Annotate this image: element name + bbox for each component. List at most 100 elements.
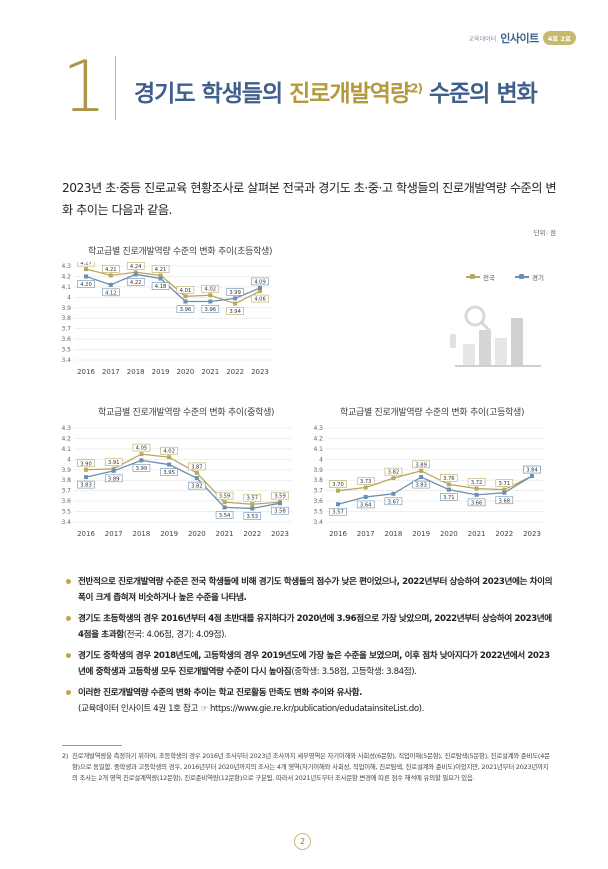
y-tick-label: 3.4 — [313, 519, 323, 526]
y-tick-label: 3.6 — [61, 498, 71, 505]
data-label-box — [176, 285, 195, 294]
y-tick-label: 3.7 — [313, 488, 323, 495]
data-label-box — [151, 282, 170, 290]
data-label-box — [160, 468, 178, 476]
title-post: 수준의 변화 — [421, 81, 538, 107]
data-point — [233, 301, 238, 306]
data-label: 3.96 — [180, 307, 192, 313]
legend-national: 전국 — [466, 272, 495, 282]
y-tick-label: 4.3 — [61, 263, 71, 270]
data-label-box — [77, 262, 95, 267]
y-tick-label: 4.2 — [61, 273, 71, 280]
data-label: 3.53 — [247, 514, 259, 520]
brand-main: 인사이트 — [500, 32, 539, 45]
reference-link[interactable]: (교육데이터 인사이트 4권 1호 참고 ☞ https://www.gie.r… — [78, 704, 424, 714]
data-label: 3.95 — [163, 470, 175, 476]
data-label-box — [226, 288, 244, 296]
data-label-box — [329, 507, 347, 516]
data-label: 3.82 — [191, 484, 203, 490]
footnote-text: 진로개발역량을 측정하기 위하여, 초등학생의 경우 2016년 조사부터 20… — [72, 752, 550, 782]
bullet-normal: (중학생: 3.58점, 고등학생: 3.84점). — [291, 667, 417, 677]
data-label: 4.06 — [254, 297, 266, 303]
data-label: 3.66 — [471, 500, 483, 506]
data-label: 3.90 — [80, 461, 92, 467]
legend-national-swatch — [466, 274, 480, 279]
bullet-item: 전반적으로 진로개발역량 수준은 전국 학생들에 비해 경기도 학생들의 점수가… — [66, 574, 556, 606]
data-label-box — [151, 265, 170, 273]
x-tick-label: 2018 — [127, 368, 145, 376]
data-point — [208, 299, 213, 304]
data-label-box — [104, 458, 123, 467]
data-label: 4.01 — [180, 288, 192, 294]
y-tick-label: 3.4 — [61, 519, 71, 526]
data-label: 3.89 — [108, 476, 120, 482]
data-label-box — [243, 493, 262, 502]
data-label: 3.89 — [415, 462, 427, 468]
data-point — [84, 475, 88, 480]
y-tick-label: 3.5 — [61, 509, 71, 516]
bullet-bold: 전반적으로 진로개발역량 수준은 전국 학생들에 비해 경기도 학생들의 점수가… — [78, 577, 553, 603]
data-point — [194, 476, 199, 481]
x-tick-label: 2021 — [216, 530, 234, 538]
x-tick-label: 2017 — [105, 530, 123, 538]
data-point — [158, 276, 163, 281]
data-label-box — [77, 280, 95, 288]
data-point — [158, 273, 163, 278]
data-point — [419, 468, 424, 473]
y-tick-label: 3.7 — [61, 326, 71, 333]
data-point — [111, 466, 116, 471]
data-label-box — [440, 474, 458, 482]
data-label-box — [243, 512, 262, 520]
data-label: 3.99 — [136, 466, 148, 472]
data-label-box — [356, 477, 375, 485]
y-tick-label: 3.8 — [313, 477, 323, 484]
data-point — [84, 274, 88, 279]
data-label-box — [251, 294, 269, 303]
data-label-box — [271, 506, 289, 515]
decorative-chart-icon — [450, 305, 541, 367]
unit-label: 단위: 점 — [533, 229, 556, 237]
data-label-box — [102, 265, 120, 273]
data-label: 4.02 — [205, 287, 217, 293]
data-label-box — [132, 464, 151, 472]
data-point — [139, 458, 144, 463]
x-tick-label: 2018 — [385, 530, 403, 538]
y-tick-label: 3.8 — [61, 315, 71, 322]
data-label-box — [102, 288, 120, 297]
data-label: 4.02 — [163, 449, 175, 455]
data-label: 4.27 — [80, 262, 92, 267]
data-label-box — [412, 460, 430, 469]
data-point — [250, 506, 255, 511]
x-tick-label: 2016 — [329, 530, 347, 538]
data-label: 4.09 — [254, 279, 266, 285]
section-number: 1 — [62, 46, 107, 128]
series-line-national — [85, 453, 281, 505]
data-label-box — [384, 467, 403, 476]
y-tick-label: 3.7 — [61, 488, 71, 495]
data-label: 3.99 — [229, 290, 241, 296]
data-label: 4.21 — [155, 267, 167, 273]
data-point — [194, 470, 199, 475]
data-label: 4.18 — [155, 284, 167, 290]
x-tick-label: 2020 — [440, 530, 458, 538]
chart-elementary-title: 학교급별 진로개발역량 수준의 변화 추이(초등학생) — [88, 247, 273, 257]
x-tick-label: 2017 — [102, 368, 120, 376]
data-label: 4.12 — [105, 290, 117, 296]
y-tick-label: 3.6 — [61, 336, 71, 343]
data-label-box — [188, 462, 206, 471]
bullet-item: 경기도 중학생의 경우 2018년도에, 고등학생의 경우 2019년도에 가장… — [66, 648, 556, 680]
data-point — [363, 485, 368, 490]
x-tick-label: 2017 — [357, 530, 375, 538]
data-point — [258, 289, 262, 294]
data-label: 3.68 — [499, 498, 511, 504]
data-point — [502, 490, 507, 495]
data-label-box — [226, 307, 244, 315]
y-tick-label: 3.5 — [61, 347, 71, 354]
data-label-box — [77, 480, 95, 489]
x-tick-label: 2016 — [77, 368, 95, 376]
data-point — [84, 267, 88, 272]
y-tick-label: 4 — [67, 456, 71, 463]
data-label: 4.24 — [130, 264, 142, 270]
data-point — [336, 502, 340, 507]
data-point — [391, 476, 396, 481]
